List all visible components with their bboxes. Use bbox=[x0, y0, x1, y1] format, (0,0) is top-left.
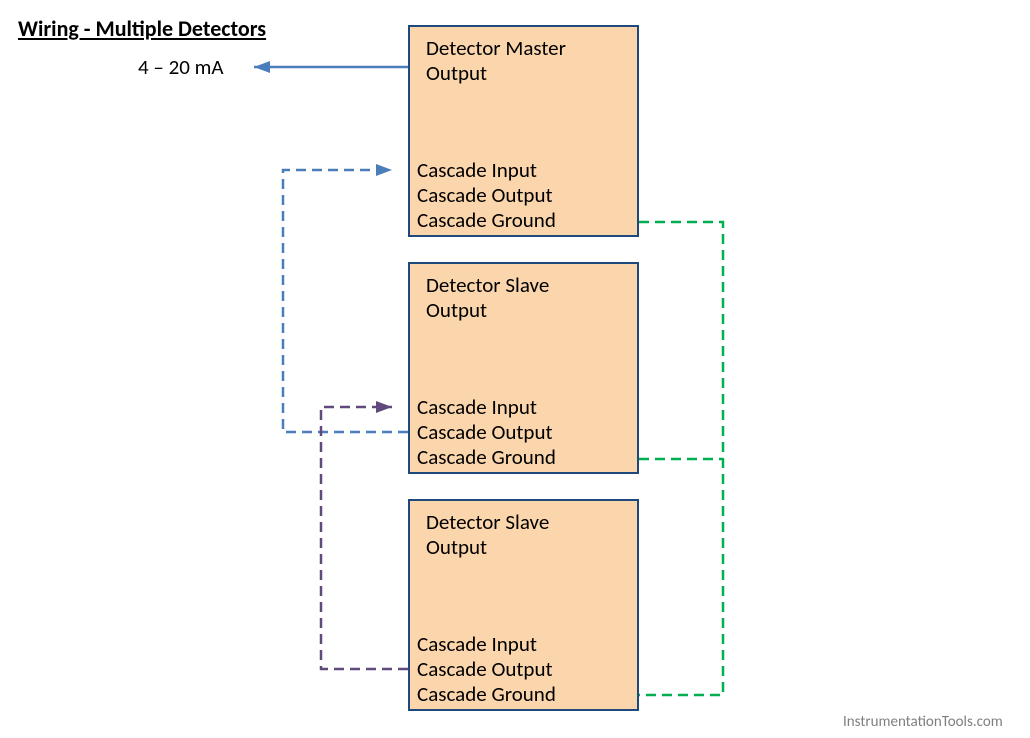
box-0-line-3: Cascade Output bbox=[417, 182, 553, 208]
detector-box-1: Detector SlaveOutputCascade InputCascade… bbox=[408, 262, 639, 474]
box-2-line-3: Cascade Output bbox=[417, 656, 553, 682]
box-1-line-0: Detector Slave bbox=[426, 272, 549, 298]
box-0-line-1: Output bbox=[426, 60, 487, 86]
box-2-line-0: Detector Slave bbox=[426, 509, 549, 535]
detector-box-2: Detector SlaveOutputCascade InputCascade… bbox=[408, 499, 639, 711]
box-2-line-4: Cascade Ground bbox=[417, 681, 556, 707]
signal-label: 4 – 20 mA bbox=[138, 54, 224, 80]
box-1-line-2: Cascade Input bbox=[417, 394, 537, 420]
box-1-line-1: Output bbox=[426, 297, 487, 323]
box-0-line-4: Cascade Ground bbox=[417, 207, 556, 233]
box-0-line-2: Cascade Input bbox=[417, 157, 537, 183]
box-0-line-0: Detector Master bbox=[426, 35, 566, 61]
detector-box-0: Detector MasterOutputCascade InputCascad… bbox=[408, 25, 639, 237]
box-1-line-4: Cascade Ground bbox=[417, 444, 556, 470]
box-2-line-2: Cascade Input bbox=[417, 631, 537, 657]
box-2-line-1: Output bbox=[426, 534, 487, 560]
box-1-line-3: Cascade Output bbox=[417, 419, 553, 445]
watermark: InstrumentationTools.com bbox=[843, 713, 1003, 731]
diagram-title: Wiring - Multiple Detectors bbox=[18, 15, 266, 42]
